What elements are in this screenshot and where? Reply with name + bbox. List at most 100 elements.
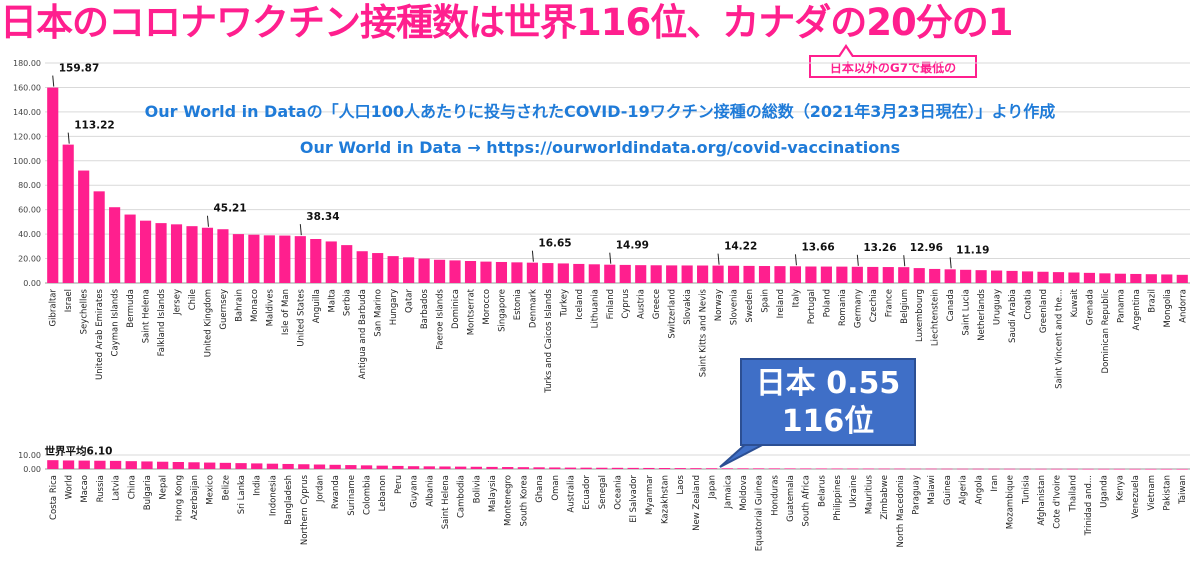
bar <box>862 468 875 470</box>
x-tick-label: France <box>884 289 894 317</box>
y-tick-label: 100.00 <box>13 157 41 166</box>
x-tick-label: Bahrain <box>234 289 244 322</box>
x-tick-label: Paraguay <box>912 475 922 515</box>
x-tick-label: Singapore <box>497 289 507 332</box>
x-tick-label: Algeria <box>959 475 969 505</box>
x-tick-label: Belgium <box>900 289 910 324</box>
x-tick-label: Trinidad and... <box>1084 475 1094 536</box>
x-tick-label: Brazil <box>1147 289 1157 313</box>
bar <box>266 463 279 469</box>
bar <box>341 245 353 283</box>
bar <box>960 269 972 283</box>
bar <box>944 269 956 283</box>
bar <box>62 460 75 469</box>
x-tick-label: Turkey <box>559 289 569 318</box>
x-tick-label: Switzerland <box>668 289 678 339</box>
x-tick-label: Andorra <box>1178 289 1188 323</box>
x-tick-label: Panama <box>1116 289 1126 323</box>
x-tick-label: Bermuda <box>126 289 136 328</box>
x-tick-label: Ireland <box>776 289 786 318</box>
japan-value: 日本 0.55 <box>755 366 901 401</box>
x-tick-label: Malta <box>327 289 337 312</box>
bar <box>913 268 925 283</box>
x-tick-label: Sri Lanka <box>237 475 247 514</box>
bar <box>235 463 247 469</box>
x-tick-label: Anguilla <box>312 289 322 323</box>
x-tick-label: Sweden <box>745 289 755 323</box>
x-tick-label: Laos <box>676 474 686 494</box>
bar <box>774 266 786 283</box>
x-tick-label: Oman <box>551 475 561 501</box>
bar <box>611 467 624 469</box>
y-tick-label: 80.00 <box>18 181 41 190</box>
x-tick-label: Lebanon <box>378 475 388 511</box>
x-tick-label: Vietnam <box>1147 475 1157 510</box>
bar <box>62 144 74 283</box>
x-tick-label: South Africa <box>802 475 812 527</box>
bar <box>758 266 771 283</box>
bar <box>511 262 523 283</box>
bar <box>526 262 538 283</box>
x-tick-label: Montenegro <box>504 475 514 526</box>
x-tick-label: Liechtenstein <box>931 289 941 346</box>
data-label: 13.66 <box>801 241 834 253</box>
x-tick-label: Saudi Arabia <box>1008 289 1018 343</box>
x-tick-label: Guernsey <box>219 289 229 330</box>
bar <box>1066 468 1079 470</box>
source-line-1: Our World in Dataの「人口100人あたりに投与されたCOVID-… <box>144 102 1056 121</box>
x-tick-label: Faeroe Islands <box>436 288 446 349</box>
bar <box>1082 468 1094 470</box>
bar <box>433 259 446 283</box>
x-tick-label: Guinea <box>943 475 953 505</box>
x-tick-label: Slovenia <box>730 289 740 325</box>
bar <box>815 468 828 470</box>
x-tick-label: Cyprus <box>621 288 631 318</box>
chart-top: 0.00 20.00 40.00 60.00 80.00 100.00 120.00 140.… <box>13 59 1190 394</box>
bar <box>172 462 184 469</box>
x-tick-label: Afghanistan <box>1037 475 1047 526</box>
x-tick-label: Poland <box>822 289 832 317</box>
data-label-leader <box>206 215 209 227</box>
x-tick-label: South Korea <box>519 475 529 527</box>
bar <box>93 191 105 283</box>
y-tick-label: 140.00 <box>13 108 41 117</box>
bar <box>956 468 969 470</box>
x-tick-label: India <box>253 475 263 496</box>
bar <box>109 460 122 469</box>
bar <box>549 467 561 469</box>
bar <box>784 468 796 470</box>
bar <box>1098 468 1110 470</box>
bar <box>1145 468 1157 470</box>
x-tick-label: Oceania <box>614 475 624 510</box>
x-tick-label: Serbia <box>343 289 353 316</box>
x-tick-label: Portugal <box>807 289 817 324</box>
bar <box>580 467 592 469</box>
bar <box>219 462 232 469</box>
source-line-2[interactable]: Our World in Data → https://ourworldinda… <box>299 138 901 157</box>
x-tick-label: Peru <box>394 475 404 494</box>
x-tick-label: Macao <box>80 475 90 503</box>
x-tick-label: Spain <box>760 289 770 313</box>
bar <box>1035 468 1047 470</box>
bar <box>480 261 492 283</box>
bar <box>737 468 749 469</box>
bar <box>1019 468 1031 470</box>
x-tick-label: Slovakia <box>683 289 693 325</box>
x-tick-label: Thailand <box>1068 475 1078 513</box>
japan-highlight-box: 日本 0.55 116位 <box>740 358 916 446</box>
x-tick-label: Austria <box>637 289 647 319</box>
x-tick-label: Mauritius <box>864 474 874 514</box>
bar <box>1051 468 1063 470</box>
x-tick-label: Saint Helena <box>441 475 451 529</box>
bar <box>573 263 585 283</box>
bar <box>470 466 482 469</box>
bar <box>403 257 415 283</box>
data-label-leader <box>903 255 906 267</box>
bar <box>836 266 848 283</box>
x-tick-label: Antigua and Barbuda <box>358 289 368 379</box>
bar <box>627 467 639 469</box>
bar <box>486 466 498 469</box>
x-tick-label: Zimbabwe <box>880 475 890 520</box>
bar <box>217 229 229 283</box>
data-label: 45.21 <box>213 203 246 215</box>
